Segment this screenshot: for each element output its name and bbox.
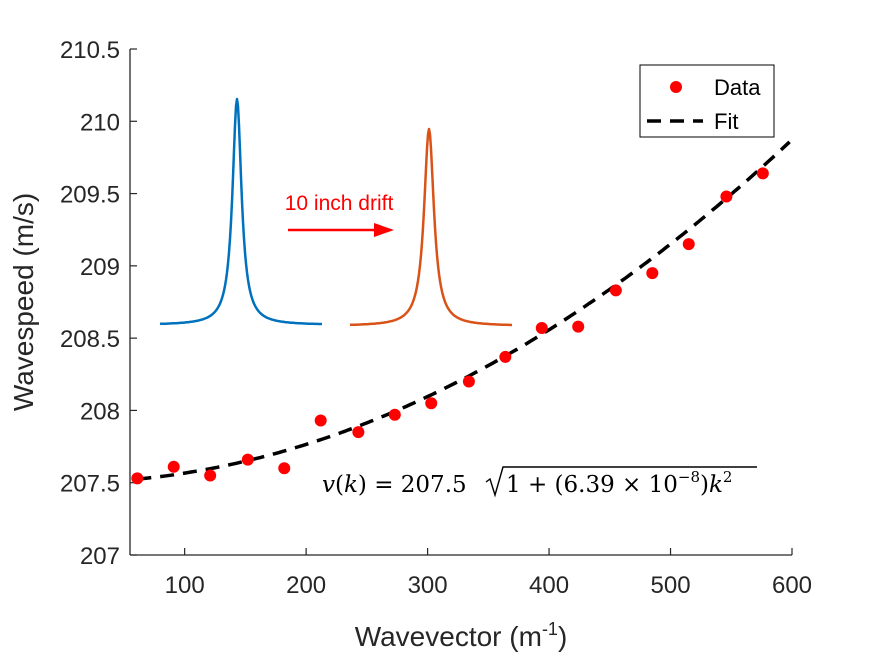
y-ticks: 207 207.5 208 208.5 209 209.5 210 210.5 bbox=[60, 37, 137, 570]
legend-label-data: Data bbox=[714, 75, 761, 100]
formula-radicand: 1 + (6.39 × 10−8)k2 bbox=[506, 468, 732, 498]
data-point bbox=[131, 472, 144, 485]
data-point bbox=[756, 167, 769, 180]
fit-line bbox=[137, 140, 791, 481]
drift-label: 10 inch drift bbox=[285, 192, 394, 215]
data-point bbox=[535, 322, 548, 335]
x-tick-label: 400 bbox=[529, 572, 569, 599]
y-tick-label: 208 bbox=[80, 398, 120, 425]
data-point bbox=[499, 350, 512, 363]
data-point bbox=[646, 267, 659, 280]
data-point bbox=[682, 238, 695, 251]
data-point bbox=[425, 397, 438, 410]
data-point bbox=[241, 453, 254, 466]
y-tick-label: 210.5 bbox=[60, 37, 120, 64]
inset-peak-orange bbox=[349, 127, 513, 327]
data-point bbox=[352, 426, 365, 439]
y-tick-label: 209.5 bbox=[60, 182, 120, 209]
data-point bbox=[609, 284, 622, 297]
x-tick-label: 600 bbox=[772, 572, 812, 599]
data-point bbox=[462, 375, 475, 388]
data-point bbox=[314, 414, 327, 427]
data-point bbox=[278, 462, 291, 475]
inset-peak-blue bbox=[159, 97, 323, 326]
x-tick-label: 200 bbox=[286, 572, 326, 599]
y-tick-label: 207 bbox=[80, 543, 120, 570]
data-point bbox=[388, 408, 401, 421]
y-tick-label: 209 bbox=[80, 254, 120, 281]
data-point bbox=[167, 460, 180, 473]
y-axis-title: Wavespeed (m/s) bbox=[8, 193, 39, 411]
data-point bbox=[720, 190, 733, 203]
legend-label-fit: Fit bbox=[714, 109, 738, 134]
y-tick-label: 207.5 bbox=[60, 471, 120, 498]
legend: Data Fit bbox=[639, 64, 775, 138]
data-points bbox=[131, 167, 769, 485]
y-tick-label: 210 bbox=[80, 109, 120, 136]
data-point bbox=[204, 469, 217, 482]
fit-formula: v(k) = 207.5 1 + (6.39 × 10−8)k2 bbox=[322, 466, 757, 498]
x-ticks: 100 200 300 400 500 600 bbox=[165, 548, 812, 599]
x-axis-title: Wavevector (m-1) bbox=[355, 619, 568, 652]
fit-formula-text: v(k) = 207.5 bbox=[322, 472, 467, 498]
axes bbox=[129, 49, 792, 556]
inset-peaks bbox=[159, 97, 513, 327]
drift-annotation: 10 inch drift bbox=[285, 192, 394, 237]
y-tick-label: 208.5 bbox=[60, 326, 120, 353]
legend-box bbox=[639, 64, 775, 138]
drift-arrow-head bbox=[374, 223, 394, 237]
x-tick-label: 500 bbox=[651, 572, 691, 599]
x-tick-label: 100 bbox=[165, 572, 205, 599]
x-tick-label: 300 bbox=[408, 572, 448, 599]
data-point bbox=[572, 320, 585, 333]
formula-radical-sign bbox=[485, 466, 757, 498]
legend-marker-data bbox=[670, 81, 682, 93]
